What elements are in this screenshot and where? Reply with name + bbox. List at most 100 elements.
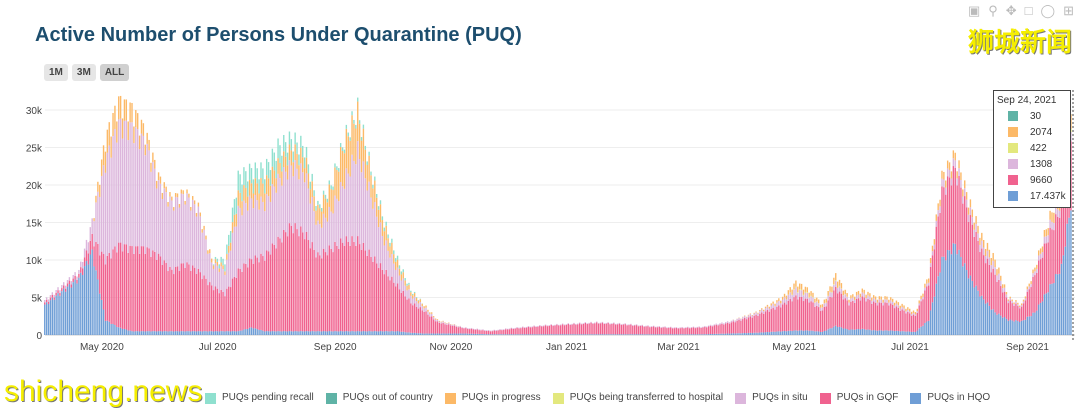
bar-segment [387,276,389,332]
bar-segment [852,294,854,298]
bar-segment [711,325,714,327]
bar-segment [954,152,956,161]
bar-segment [876,302,879,306]
bar-segment [148,139,150,151]
zoom-icon[interactable]: ⚲ [988,3,998,18]
bar-segment [148,248,150,332]
bar-segment [599,323,602,335]
bar-segment [924,283,926,288]
range-3m-button[interactable]: 3M [71,64,96,81]
bar-segment [827,296,829,301]
bar-segment [161,331,164,335]
bar-segment [567,334,569,335]
bar-segment [182,331,184,335]
bar-segment [762,332,765,335]
range-all-button[interactable]: ALL [99,64,130,81]
bar-segment [762,311,765,314]
bar-segment [351,111,353,116]
legend-item[interactable]: PUQs out of country [325,392,433,404]
bar-segment [948,162,951,170]
range-1m-button[interactable]: 1M [44,64,68,81]
bar-segment [527,326,530,327]
lasso-icon[interactable]: ◯ [1040,3,1056,18]
bar-segment [165,192,167,264]
bar-segment [571,324,573,335]
bar-segment [376,331,378,335]
bar-segment [933,239,936,245]
bar-segment [228,286,230,332]
bar-segment [129,122,131,246]
bar-segment [550,325,552,335]
bar-segment [271,148,274,167]
pan-icon[interactable]: ✥ [1005,3,1017,18]
bar-segment [639,325,642,335]
bar-segment [759,332,761,335]
bar-segment [988,257,991,265]
bar-segment [670,334,672,335]
bar-segment [508,328,511,330]
camera-icon[interactable]: ▣ [967,3,981,18]
bar-segment [632,325,634,335]
bar-segment [706,326,708,328]
bar-segment [700,334,702,335]
bar-segment [899,310,901,332]
bar-segment [707,325,710,327]
bar-segment [341,147,344,151]
bar-segment [950,171,953,179]
bar-segment [271,166,274,185]
bar-segment [675,327,678,328]
bar-segment [508,334,511,335]
legend-item[interactable]: PUQs in GQF [819,392,898,404]
bar-segment [838,285,841,287]
bar-segment [100,251,103,300]
bar-segment [413,332,416,335]
bar-segment [910,331,913,335]
bar-segment [793,289,795,290]
legend-item[interactable]: PUQs in progress [444,392,541,404]
plus-icon[interactable]: ⊞ [1063,3,1074,18]
bar-segment [774,331,776,335]
bar-segment [698,326,700,328]
bar-segment [979,237,981,245]
bar-segment [1049,210,1051,220]
bar-segment [996,269,998,276]
bar-segment [1022,301,1025,304]
bar-segment [664,326,666,328]
legend-item[interactable]: PUQs pending recall [205,392,314,404]
bar-segment [45,297,48,300]
bar-segment [254,328,257,335]
bar-segment [47,303,50,335]
bar-segment [1058,273,1061,335]
bar-segment [402,269,404,273]
bar-segment [347,173,349,242]
bar-segment [660,327,662,335]
bar-segment [996,314,998,335]
legend-item[interactable]: PUQs in HQO [910,392,990,404]
bar-segment [419,333,422,335]
bar-segment [121,138,124,252]
bar-segment [751,317,753,333]
bar-segment [1058,217,1061,274]
bar-segment [692,326,695,328]
bar-segment [1026,291,1029,317]
bar-segment [721,323,723,334]
bar-segment [920,298,922,302]
bar-segment [303,182,306,240]
box-select-icon[interactable]: □ [1024,3,1033,18]
bar-segment [322,194,325,214]
bar-segment [455,325,458,327]
bar-segment [931,245,934,252]
bar-segment [685,334,687,335]
bar-segment [320,227,323,259]
bar-segment [152,331,154,335]
bar-segment [393,250,395,255]
bar-segment [434,333,437,335]
legend-item[interactable]: PUQs being transferred to hospital [552,392,723,404]
bar-segment [305,173,308,232]
legend-item[interactable]: PUQs in situ [735,392,808,404]
bar-segment [413,291,416,294]
bar-segment [717,324,719,326]
bar-segment [850,295,852,299]
bar-segment [330,211,332,249]
